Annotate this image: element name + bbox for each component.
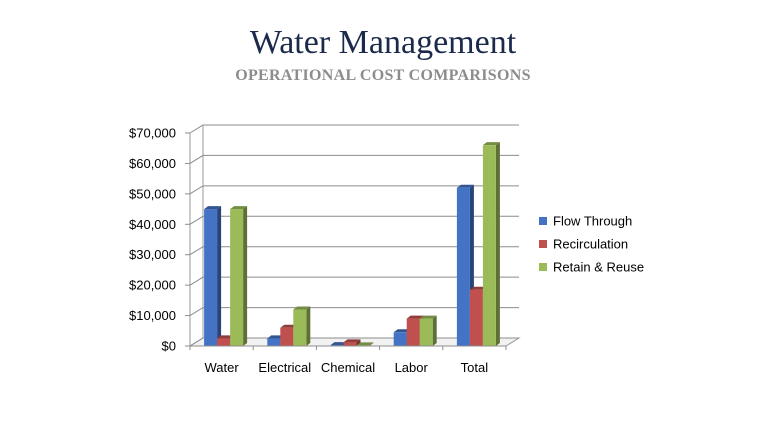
bar-side	[217, 206, 222, 346]
bar-side	[356, 339, 361, 346]
bar-side	[495, 142, 500, 346]
bar-top	[406, 315, 424, 319]
bar-top	[280, 324, 298, 328]
bar	[230, 206, 248, 346]
bar-top	[343, 339, 361, 343]
bar-top	[469, 286, 487, 290]
bar-front	[217, 338, 231, 346]
bar-front	[280, 327, 294, 346]
y-tick-label: $50,000	[129, 186, 176, 201]
gridline	[189, 246, 519, 256]
legend-swatch	[539, 263, 547, 271]
bar-front	[343, 342, 357, 346]
bar-top	[393, 329, 411, 333]
x-tick-label: Chemical	[321, 360, 375, 375]
bar-front	[456, 187, 470, 346]
bar-side	[432, 315, 437, 346]
bar-top	[456, 184, 474, 188]
bar-front	[482, 145, 496, 346]
bar-side	[243, 206, 248, 346]
bar-top	[330, 342, 348, 346]
gridline	[189, 276, 519, 286]
x-tick-label: Labor	[395, 360, 429, 375]
bar-top	[267, 335, 285, 339]
y-tick-label: $40,000	[129, 217, 176, 232]
bar-front	[469, 289, 483, 346]
bar-side	[369, 342, 374, 346]
bar-front	[267, 338, 281, 346]
gridline	[189, 307, 519, 316]
bar-top	[482, 142, 500, 146]
bar-front	[393, 332, 407, 346]
bar-top	[419, 315, 437, 319]
x-tick-label: Electrical	[258, 360, 311, 375]
bar-front	[419, 318, 433, 346]
gridline	[189, 154, 519, 164]
bar-top	[204, 206, 222, 210]
page-subtitle: OPERATIONAL COST COMPARISONS	[235, 67, 531, 84]
x-tick-label: Water	[204, 360, 239, 375]
legend-swatch	[539, 217, 547, 225]
legend-label: Retain & Reuse	[553, 260, 644, 275]
bar-top	[230, 206, 248, 210]
bar	[343, 339, 361, 346]
y-tick-label: $60,000	[129, 156, 176, 171]
bar-top	[217, 335, 235, 339]
bar-top	[293, 306, 311, 310]
y-tick-label: $20,000	[129, 278, 176, 293]
bar-front	[406, 318, 420, 346]
bar-front	[230, 209, 244, 346]
bar-top	[356, 342, 374, 346]
gridline	[189, 185, 519, 195]
bar-front	[204, 209, 218, 346]
bar	[204, 206, 222, 346]
bar-side	[306, 306, 311, 346]
legend-swatch	[539, 240, 547, 248]
legend-label: Flow Through	[553, 214, 632, 229]
gridline	[189, 215, 519, 225]
x-tick-label: Total	[461, 360, 489, 375]
bar-front	[293, 309, 307, 346]
gridline	[189, 124, 519, 134]
bar	[419, 315, 437, 346]
y-tick-label: $30,000	[129, 247, 176, 262]
bar	[482, 142, 500, 346]
y-tick-label: $0	[162, 339, 176, 354]
page-title: Water Management	[249, 24, 517, 61]
y-tick-label: $10,000	[129, 308, 176, 323]
bar	[293, 306, 311, 346]
legend-label: Recirculation	[553, 237, 628, 252]
y-tick-label: $70,000	[129, 126, 176, 141]
